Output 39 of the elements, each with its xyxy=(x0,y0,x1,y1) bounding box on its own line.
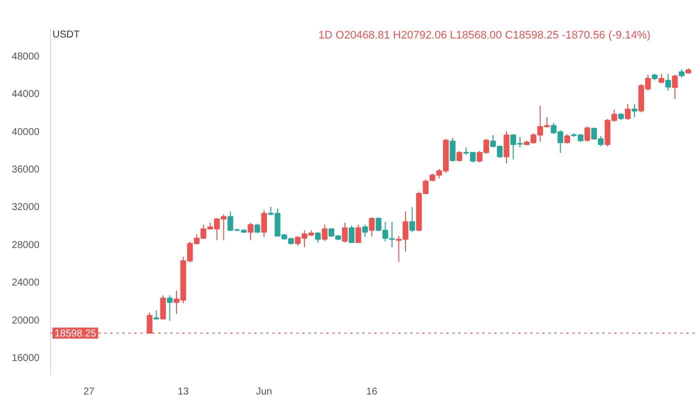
x-tick-label: Jun xyxy=(256,386,272,398)
candlestick xyxy=(166,294,173,322)
candlestick xyxy=(261,210,267,238)
candlestick xyxy=(665,73,672,92)
candlestick xyxy=(254,223,260,234)
y-tick-label: 36000 xyxy=(12,164,40,176)
candlestick xyxy=(504,130,510,164)
candlestick xyxy=(450,137,456,162)
y-tick-label: 44000 xyxy=(12,89,40,100)
y-tick-label: 28000 xyxy=(12,240,40,251)
candlestick xyxy=(362,224,368,238)
y-axis-title: USDT xyxy=(52,30,80,40)
candlestick xyxy=(658,73,664,84)
y-tick-label: 40000 xyxy=(12,126,40,138)
candlestick xyxy=(409,206,416,233)
candlestick xyxy=(342,222,348,244)
candlestick xyxy=(456,150,462,162)
chart-title: 1D O20468.81 H20792.06 L18568.00 C18598.25 -1870.56 (-9.14%) xyxy=(318,30,651,42)
candlestick xyxy=(348,225,354,244)
candlestick xyxy=(355,224,362,244)
y-tick-label: 16000 xyxy=(12,353,40,364)
candlestick xyxy=(564,134,570,144)
y-tick-label: 48000 xyxy=(12,51,40,62)
x-tick-label: 13 xyxy=(178,386,190,398)
ref-line-label: 18598.25 xyxy=(54,328,97,340)
y-tick-label: 20000 xyxy=(12,315,40,326)
candlestick xyxy=(632,103,638,118)
candlestick xyxy=(584,126,590,142)
candlestick xyxy=(368,216,375,237)
candlestick xyxy=(672,74,678,100)
y-tick-label: 24000 xyxy=(12,278,40,289)
y-tick-label: 32000 xyxy=(12,202,40,214)
candlestick xyxy=(160,294,166,320)
x-tick-label: 27 xyxy=(83,386,95,398)
candlestick xyxy=(322,224,328,242)
candlestick xyxy=(624,103,631,120)
candlestick xyxy=(315,232,321,244)
candlestick xyxy=(248,222,254,241)
x-tick-label: 16 xyxy=(366,386,378,398)
